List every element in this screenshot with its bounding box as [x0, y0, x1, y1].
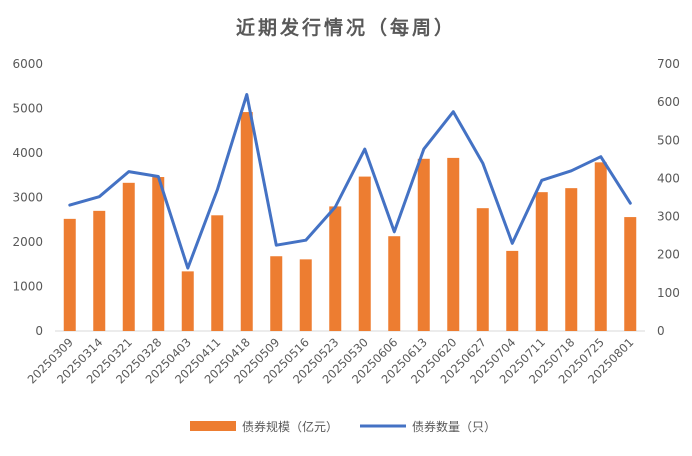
bar [329, 206, 342, 331]
bar [565, 188, 578, 331]
bar [299, 259, 312, 331]
bar [594, 162, 607, 331]
bar [181, 271, 194, 331]
bar [624, 217, 637, 331]
y-tick-label: 3000 [12, 191, 43, 205]
y2-tick-label: 300 [657, 210, 680, 224]
y-tick-label: 6000 [12, 57, 43, 71]
y2-tick-label: 700 [657, 57, 680, 71]
y-tick-label: 1000 [12, 280, 43, 294]
bar [270, 256, 283, 331]
y-tick-label: 4000 [12, 146, 43, 160]
bar [122, 182, 135, 331]
bar [535, 192, 548, 331]
y-tick-label: 5000 [12, 102, 43, 116]
bar [240, 112, 253, 331]
bar [63, 218, 76, 331]
bar [417, 158, 430, 331]
y2-tick-label: 0 [657, 324, 665, 338]
legend: 债券规模（亿元） 债券数量（只） [190, 419, 496, 434]
y2-tick-label: 100 [657, 286, 680, 300]
bar [388, 236, 401, 331]
y2-tick-label: 600 [657, 95, 680, 109]
legend-label-bar: 债券规模（亿元） [242, 419, 338, 434]
series-line [68, 93, 632, 270]
bar [211, 215, 224, 331]
bar [506, 250, 519, 331]
y2-tick-label: 500 [657, 133, 680, 147]
bar [152, 177, 165, 331]
y-tick-label: 2000 [12, 235, 43, 249]
y2-tick-label: 200 [657, 248, 680, 262]
y-tick-label: 0 [35, 324, 43, 338]
plot-area: 0 1000 2000 3000 4000 5000 6000 0 100 200 300 400 50… [12, 57, 679, 387]
y2-tick-label: 400 [657, 171, 680, 185]
bar [93, 210, 106, 331]
chart-title: 近期发行情况（每周） [236, 16, 456, 39]
bar [447, 157, 460, 331]
bar [358, 176, 371, 331]
bar [476, 208, 489, 331]
legend-swatch-bar [190, 421, 236, 431]
legend-label-line: 债券数量（只） [412, 419, 496, 434]
